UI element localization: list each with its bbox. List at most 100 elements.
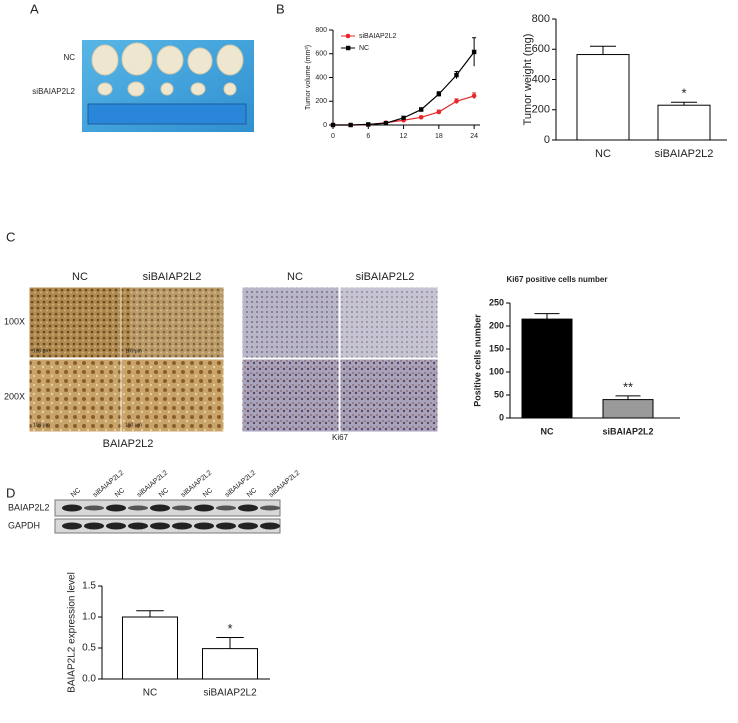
x-tick-label: 0 [331,133,335,140]
y-axis-label: Positive cells number [472,314,482,407]
scale-bar-label: 100 μm [33,422,50,428]
row-label: NC [63,53,75,62]
significance: * [681,86,686,101]
marker-label: Ki67 [332,433,349,442]
bar [602,399,654,419]
bar [122,616,178,680]
ruler [87,103,247,125]
y-tick-label: 600 [532,43,550,55]
band [216,522,236,530]
point [471,93,477,99]
bar [657,104,711,141]
band [62,522,82,530]
lane-label: siBAIAP2L2 [268,470,301,499]
lane-label: NC [202,487,214,499]
y-tick-label: 250 [489,297,504,307]
panel-label: A [30,1,39,16]
y-tick-label: 400 [532,73,550,85]
x-tick-label: 12 [400,133,408,140]
row-label: siBAIAP2L2 [32,87,75,96]
y-tick-label: 1.0 [82,612,96,623]
y-tick-label: 800 [532,13,550,25]
scale-bar-label: 100 μm [125,422,142,428]
point [383,121,389,126]
chart-title: Ki67 positive cells number [507,275,608,284]
y-tick-label: 150 [489,343,504,353]
panel-label: B [276,1,285,16]
x-tick-label: NC [541,426,554,436]
row-label: 200X [4,391,25,401]
ihc-images [28,286,439,433]
blot-row-label: BAIAP2L2 [8,502,50,512]
point [454,72,459,78]
band [238,522,258,530]
band [260,505,280,511]
x-tick-label: 18 [435,133,443,140]
significance: * [227,621,232,636]
scale-bar-label: 100 μm [125,348,142,354]
legend-label: NC [359,45,369,52]
point [436,91,442,97]
x-tick-label: NC [595,148,611,160]
column-label: siBAIAP2L2 [143,271,202,283]
y-tick-label: 200 [532,104,550,116]
tumors [91,42,244,97]
blot-row-label: GAPDH [8,520,40,530]
legend-marker [346,45,351,51]
y-tick-label: 200 [315,98,327,105]
band [216,505,236,511]
row-label: 100X [4,316,25,326]
y-tick-label: 200 [489,320,504,330]
lane-label: NC [246,487,258,499]
band [106,522,126,530]
band [260,522,280,530]
y-tick-label: 0.5 [82,643,96,654]
bar [202,648,258,680]
band [238,504,258,512]
point [419,107,424,112]
bar [521,318,573,419]
band [128,505,148,511]
band [62,504,82,512]
panel-label: D [6,485,15,500]
y-tick-label: 1.5 [82,581,96,592]
band [84,522,104,530]
point [436,109,442,115]
y-tick-label: 100 [489,366,504,376]
y-tick-label: 0 [323,122,327,129]
point [348,122,353,128]
y-tick-label: 800 [315,27,327,34]
band [194,504,214,512]
y-tick-label: 50 [494,389,504,399]
y-axis-label: BAIAP2L2 expression level [67,572,78,693]
point [366,122,371,127]
band [194,522,214,530]
point [330,122,336,128]
panel-label: C [6,229,15,244]
band [172,505,192,511]
y-tick-label: 0 [544,134,550,146]
band [172,522,192,530]
x-tick-label: siBAIAP2L2 [655,148,714,160]
x-tick-label: 6 [366,133,370,140]
legend-label: siBAIAP2L2 [359,33,396,40]
point [401,115,406,121]
series-line [333,51,475,126]
column-label: NC [287,271,303,283]
x-tick-label: siBAIAP2L2 [602,426,653,436]
column-label: siBAIAP2L2 [356,271,415,283]
y-tick-label: 600 [315,51,327,58]
point [454,98,459,104]
lane-label: NC [70,487,82,499]
y-tick-label: 0 [499,412,504,422]
x-tick-label: siBAIAP2L2 [203,688,257,699]
lane-label: NC [158,487,170,499]
point [418,114,424,120]
significance: ** [623,379,633,394]
band [150,504,170,512]
band [84,505,104,511]
x-tick-label: 24 [470,133,478,140]
band [128,522,148,530]
y-tick-label: 400 [315,74,327,81]
